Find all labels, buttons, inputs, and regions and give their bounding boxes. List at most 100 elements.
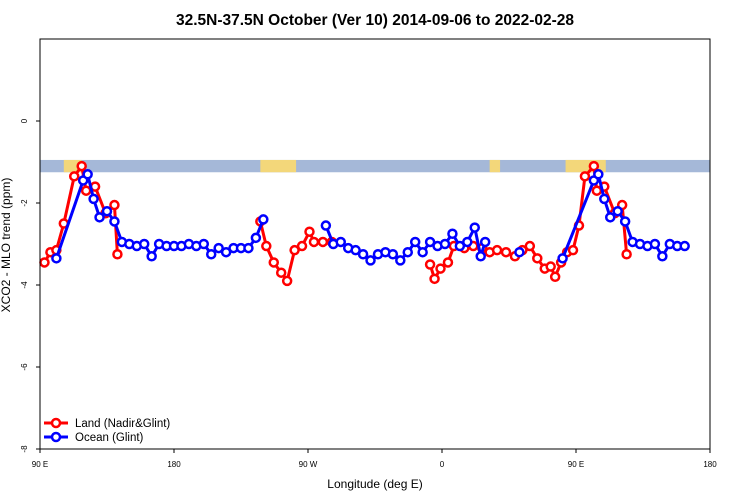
data-point xyxy=(657,251,668,262)
data-point xyxy=(491,244,503,256)
data-point xyxy=(101,205,113,217)
data-point xyxy=(557,253,568,264)
land-strip-segment xyxy=(63,159,82,173)
data-point xyxy=(429,273,440,285)
x-tick-label: 180 xyxy=(167,460,181,469)
data-point xyxy=(308,236,320,248)
data-point xyxy=(357,249,369,260)
data-point xyxy=(424,236,436,248)
x-tick-label: 180 xyxy=(703,460,717,469)
data-point xyxy=(402,246,414,258)
data-point xyxy=(68,171,80,182)
data-point xyxy=(567,244,579,256)
data-point xyxy=(439,238,451,250)
x-axis-label: Longitude (deg E) xyxy=(327,477,422,491)
data-point xyxy=(213,242,224,254)
data-point xyxy=(281,275,293,287)
data-point xyxy=(442,257,454,268)
data-point xyxy=(500,246,512,258)
data-point xyxy=(296,240,308,252)
data-point xyxy=(475,251,486,262)
legend-land-marker xyxy=(50,417,62,429)
data-point xyxy=(198,238,210,250)
data-point xyxy=(88,193,99,205)
data-point xyxy=(462,236,473,248)
data-point xyxy=(395,255,406,266)
data-point xyxy=(258,214,269,225)
data-point xyxy=(39,257,50,268)
series-land xyxy=(39,160,632,287)
data-point xyxy=(220,246,232,258)
data-point xyxy=(532,253,543,264)
data-point xyxy=(579,171,591,182)
data-point xyxy=(304,226,315,237)
data-point xyxy=(80,185,92,196)
legend-ocean-label: Ocean (Glint) xyxy=(75,432,144,444)
x-tick-label: 0 xyxy=(440,460,445,469)
land-strip-segment xyxy=(489,159,501,173)
series-ocean xyxy=(51,169,690,266)
y-axis: 0 -2 -4 -6 -8 xyxy=(20,118,40,453)
data-point xyxy=(524,240,536,252)
data-point xyxy=(424,259,436,270)
legend-ocean-marker xyxy=(50,431,62,443)
data-point xyxy=(514,246,525,258)
data-point xyxy=(289,244,300,256)
data-point xyxy=(549,271,561,283)
y-tick-label: -4 xyxy=(20,281,29,289)
ocean-strip xyxy=(40,159,710,173)
y-tick-label: -2 xyxy=(20,199,29,207)
plot-frame xyxy=(39,38,711,450)
data-point xyxy=(243,242,254,254)
data-point xyxy=(545,261,556,272)
data-point xyxy=(82,169,93,180)
data-point xyxy=(261,240,272,252)
chart-title: 32.5N-37.5N October (Ver 10) 2014-09-06 … xyxy=(176,12,574,29)
data-point xyxy=(317,236,329,248)
data-point xyxy=(109,199,120,211)
data-point xyxy=(599,193,610,205)
data-point xyxy=(387,249,399,260)
data-point xyxy=(479,236,491,248)
data-point xyxy=(621,249,632,260)
data-point xyxy=(612,205,623,217)
data-point xyxy=(604,212,616,223)
y-tick-label: -6 xyxy=(20,363,29,371)
y-axis-label: XCO2 - MLO trend (ppm) xyxy=(0,178,13,313)
data-point xyxy=(94,212,105,223)
y-tick-label: -8 xyxy=(20,445,29,453)
data-point xyxy=(417,246,428,258)
data-point xyxy=(146,251,157,262)
data-point xyxy=(109,216,120,227)
data-point xyxy=(350,244,361,256)
series-layer xyxy=(39,160,690,287)
data-point xyxy=(454,240,466,252)
land-ocean-strip xyxy=(40,159,710,173)
data-point xyxy=(250,232,262,244)
land-strip-segment xyxy=(260,159,297,173)
x-axis: 90 E 180 90 W 0 90 E 180 xyxy=(32,449,717,469)
data-point xyxy=(409,236,421,248)
data-point xyxy=(320,220,332,231)
data-point xyxy=(335,236,347,248)
data-point xyxy=(593,169,604,180)
legend: Land (Nadir&Glint) Ocean (Glint) xyxy=(44,417,170,444)
y-tick-label: 0 xyxy=(20,118,29,123)
data-point xyxy=(112,249,123,260)
x-tick-label: 90 E xyxy=(32,460,48,469)
data-point xyxy=(435,263,446,274)
data-point xyxy=(51,253,62,264)
legend-land-label: Land (Nadir&Glint) xyxy=(75,418,170,430)
data-point xyxy=(447,228,458,239)
x-tick-label: 90 E xyxy=(568,460,584,469)
data-point xyxy=(619,216,631,227)
data-point xyxy=(138,238,150,250)
data-point xyxy=(268,257,280,268)
data-point xyxy=(469,222,481,233)
data-point xyxy=(205,249,217,260)
data-point xyxy=(76,160,87,172)
data-point xyxy=(275,267,287,278)
x-tick-label: 90 W xyxy=(299,460,318,469)
data-point xyxy=(649,238,661,250)
